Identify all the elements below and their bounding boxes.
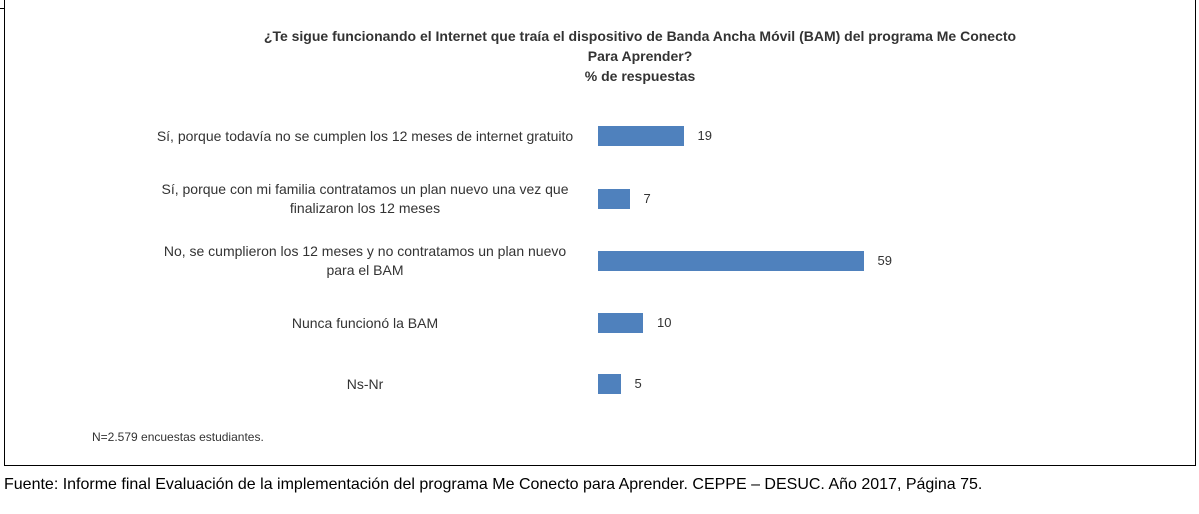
category-label: Nunca funcionó la BAM [291, 314, 439, 331]
value-label: 10 [657, 315, 672, 330]
category-label: Sí, porque todavía no se cumplen los 12 … [156, 127, 574, 144]
chart-frame [4, 0, 1196, 466]
category-label: Sí, porque con mi familia contratamos un… [161, 181, 569, 216]
source: Fuente: Informe final Evaluación de la i… [4, 476, 983, 493]
bar [598, 313, 643, 333]
corner-line [0, 8, 5, 9]
note: N=2.579 encuestas estudiantes. [92, 430, 264, 444]
bar [598, 126, 684, 146]
value-label: 5 [634, 376, 642, 391]
bar [598, 374, 621, 394]
chart-subtitle: % de respuestas [584, 68, 696, 84]
category-label: No, se cumplieron los 12 meses y no cont… [163, 243, 567, 278]
bar [598, 251, 864, 271]
chart-title: ¿Te sigue funcionando el Internet que tr… [263, 28, 1017, 64]
value-label: 59 [877, 253, 892, 268]
value-label: 7 [643, 191, 651, 206]
value-label: 19 [697, 128, 712, 143]
category-label: Ns-Nr [346, 375, 384, 392]
bar [598, 189, 630, 209]
